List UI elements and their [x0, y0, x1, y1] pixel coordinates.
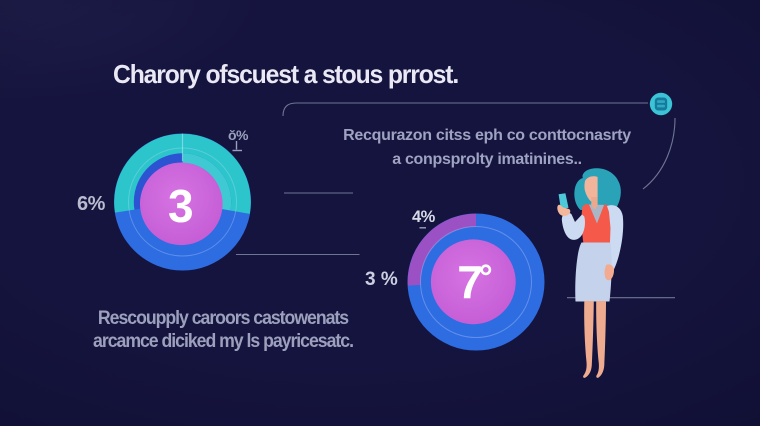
svg-text:7: 7: [457, 256, 483, 308]
svg-text:3: 3: [168, 180, 194, 232]
